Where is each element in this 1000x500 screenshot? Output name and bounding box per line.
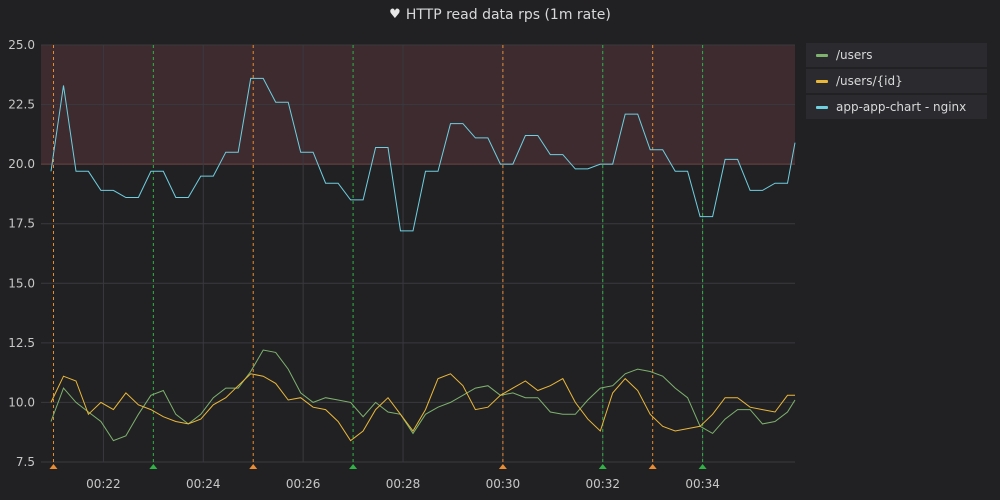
series-line-2[interactable] bbox=[50, 77, 796, 232]
x-tick-label: 00:34 bbox=[685, 477, 720, 491]
series-line-0[interactable] bbox=[50, 349, 796, 442]
y-tick-label: 10.0 bbox=[8, 395, 35, 409]
panel-title-text: HTTP read data rps (1m rate) bbox=[405, 6, 611, 23]
legend: /users/users/{id} app-app-chart - nginx bbox=[806, 43, 987, 121]
x-tick-label: 00:32 bbox=[585, 477, 620, 491]
x-tick-label: 00:30 bbox=[486, 477, 521, 491]
y-tick-label: 7.5 bbox=[16, 455, 35, 469]
x-tick-label: 00:28 bbox=[386, 477, 421, 491]
series-lines bbox=[50, 77, 796, 442]
legend-item[interactable]: /users bbox=[806, 43, 987, 67]
legend-item[interactable]: app-app-chart - nginx bbox=[806, 95, 987, 119]
x-axis: 00:22 00:24 00:26 00:28 00:30 00:32 00:34 bbox=[86, 477, 720, 491]
annotation-marker[interactable] bbox=[648, 464, 657, 469]
annotation-marker[interactable] bbox=[498, 464, 507, 469]
legend-label: app-app-chart - nginx bbox=[836, 100, 967, 114]
y-tick-label: 17.5 bbox=[8, 217, 35, 231]
legend-label: /users/{id} bbox=[836, 74, 903, 88]
legend-swatch bbox=[816, 105, 828, 109]
annotation-marker[interactable] bbox=[249, 464, 258, 469]
annotation-marker[interactable] bbox=[349, 464, 358, 469]
annotation-marker[interactable] bbox=[149, 464, 158, 469]
y-axis: 7.5 10.0 12.5 15.0 17.5 20.0 22.5 25.0 bbox=[8, 38, 35, 469]
panel-title[interactable]: ♥ HTTP read data rps (1m rate) bbox=[0, 6, 1000, 23]
y-tick-label: 15.0 bbox=[8, 276, 35, 290]
x-tick-label: 00:24 bbox=[186, 477, 221, 491]
heart-icon: ♥ bbox=[389, 7, 401, 22]
y-tick-label: 12.5 bbox=[8, 336, 35, 350]
legend-label: /users bbox=[836, 48, 873, 62]
annotation-marker[interactable] bbox=[698, 464, 707, 469]
x-tick-label: 00:26 bbox=[286, 477, 321, 491]
annotation-markers bbox=[49, 45, 707, 469]
x-tick-label: 00:22 bbox=[86, 477, 121, 491]
y-tick-label: 25.0 bbox=[8, 38, 35, 52]
legend-item[interactable]: /users/{id} bbox=[806, 69, 987, 93]
grid-lines bbox=[41, 44, 795, 463]
annotation-marker[interactable] bbox=[49, 464, 58, 469]
y-tick-label: 20.0 bbox=[8, 157, 35, 171]
y-tick-label: 22.5 bbox=[8, 98, 35, 112]
series-line-1[interactable] bbox=[50, 373, 795, 442]
annotation-marker[interactable] bbox=[598, 464, 607, 469]
legend-swatch bbox=[816, 53, 828, 57]
legend-swatch bbox=[816, 79, 828, 83]
